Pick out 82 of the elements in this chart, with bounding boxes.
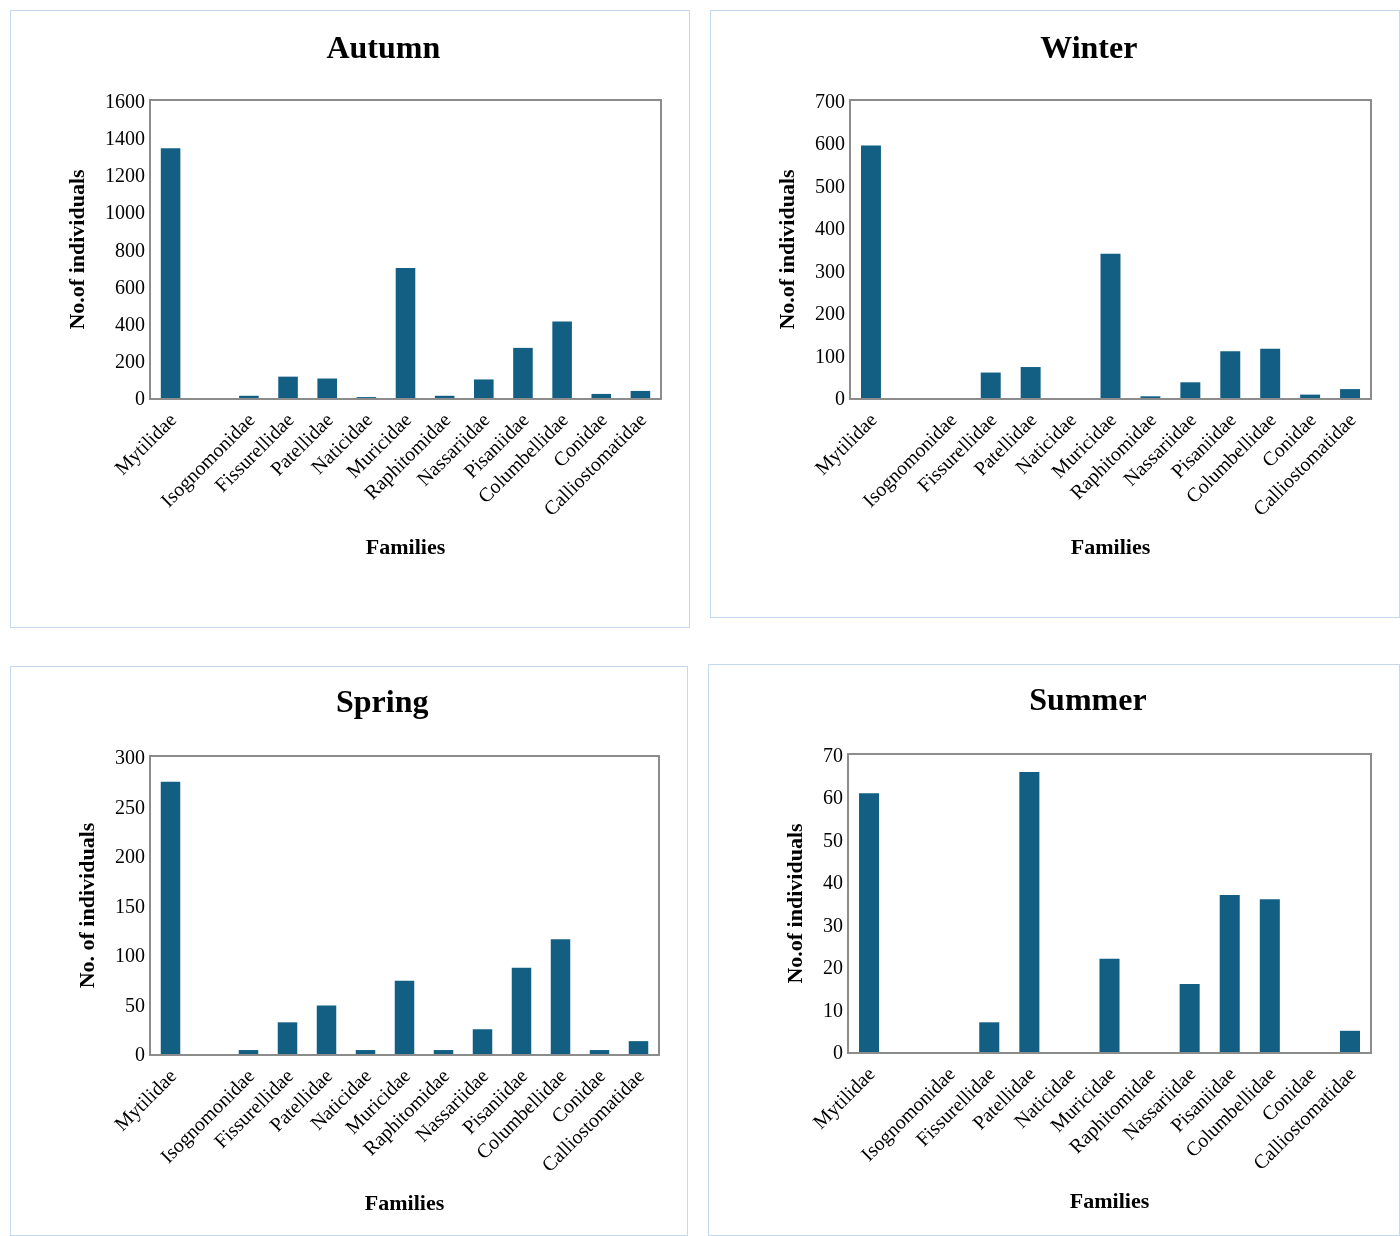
y-tick-label: 50 xyxy=(823,828,843,851)
y-tick-label: 300 xyxy=(115,746,145,768)
y-tick-label: 1000 xyxy=(105,201,145,224)
y-tick-label: 20 xyxy=(823,956,843,979)
y-tick-label: 1600 xyxy=(105,90,145,112)
y-tick-label: 200 xyxy=(815,302,845,325)
bar xyxy=(1179,984,1200,1052)
y-tick-label: 500 xyxy=(815,174,845,197)
y-tick-label: 250 xyxy=(115,795,145,818)
y-axis-title: No.of individuals xyxy=(782,822,808,984)
chart-title: Summer xyxy=(1029,681,1147,718)
bar xyxy=(1180,382,1201,398)
bar xyxy=(1260,348,1281,398)
y-tick-label: 600 xyxy=(815,132,845,155)
y-tick-label: 1200 xyxy=(105,164,145,187)
bar xyxy=(859,793,880,1052)
y-tick-label: 200 xyxy=(115,845,145,867)
bar xyxy=(317,378,337,398)
bar xyxy=(979,1022,1000,1052)
y-tick-label: 100 xyxy=(815,344,845,367)
chart-title: Autumn xyxy=(326,29,441,65)
x-axis-title: Families xyxy=(364,1190,445,1216)
bar xyxy=(355,1050,376,1054)
chart-title: Winter xyxy=(1040,28,1138,65)
bar xyxy=(1020,367,1041,398)
y-tick-label: 100 xyxy=(115,944,145,966)
y-tick-label: 300 xyxy=(815,259,845,282)
bar xyxy=(1259,899,1280,1052)
y-tick-label: 700 xyxy=(815,90,845,112)
bar xyxy=(277,1022,298,1054)
y-tick-label: 600 xyxy=(115,275,145,298)
y-tick-label: 200 xyxy=(115,349,145,372)
y-tick-label: 0 xyxy=(835,387,845,409)
bar xyxy=(1340,389,1361,398)
bar xyxy=(1219,895,1240,1052)
y-axis-title: No. of individuals xyxy=(74,822,100,989)
y-tick-label: 400 xyxy=(815,217,845,240)
bar xyxy=(1019,771,1040,1052)
bar xyxy=(591,393,612,398)
y-tick-label: 70 xyxy=(823,744,843,766)
chart-title: Spring xyxy=(336,683,429,720)
y-tick-label: 150 xyxy=(115,894,145,917)
bar xyxy=(1099,958,1120,1052)
x-axis-title: Families xyxy=(1070,534,1151,560)
y-tick-label: 0 xyxy=(833,1041,843,1063)
bar xyxy=(472,1029,493,1054)
bar xyxy=(628,1041,649,1054)
bar xyxy=(513,347,533,398)
y-axis-title: No.of individuals xyxy=(64,168,90,330)
bar xyxy=(238,1050,259,1054)
bar xyxy=(980,372,1001,398)
bar xyxy=(433,1050,454,1054)
y-tick-label: 400 xyxy=(115,312,145,335)
bar xyxy=(550,939,571,1054)
y-tick-label: 0 xyxy=(135,387,145,409)
bar xyxy=(395,268,416,398)
bar xyxy=(278,376,298,398)
y-tick-label: 30 xyxy=(823,913,843,936)
bar xyxy=(589,1050,610,1054)
bar xyxy=(160,781,181,1054)
y-axis-title: No.of individuals xyxy=(774,168,800,330)
y-tick-label: 1400 xyxy=(105,127,145,150)
bar xyxy=(1220,351,1241,398)
x-axis-title: Families xyxy=(1069,1188,1150,1214)
y-tick-label: 50 xyxy=(125,993,145,1016)
bar xyxy=(394,980,415,1054)
bar xyxy=(316,1005,337,1054)
bar xyxy=(860,145,881,398)
bar xyxy=(1339,1030,1360,1052)
y-tick-label: 10 xyxy=(823,998,843,1021)
y-tick-label: 800 xyxy=(115,238,145,261)
y-tick-label: 60 xyxy=(823,786,843,809)
bar xyxy=(1100,253,1121,398)
bar xyxy=(239,395,259,398)
bar xyxy=(552,321,572,398)
y-tick-label: 40 xyxy=(823,871,843,894)
bar xyxy=(630,390,651,398)
y-tick-label: 0 xyxy=(135,1043,145,1065)
bar xyxy=(474,379,494,398)
x-axis-title: Families xyxy=(365,534,446,560)
bar xyxy=(160,148,181,398)
bar xyxy=(511,967,532,1054)
